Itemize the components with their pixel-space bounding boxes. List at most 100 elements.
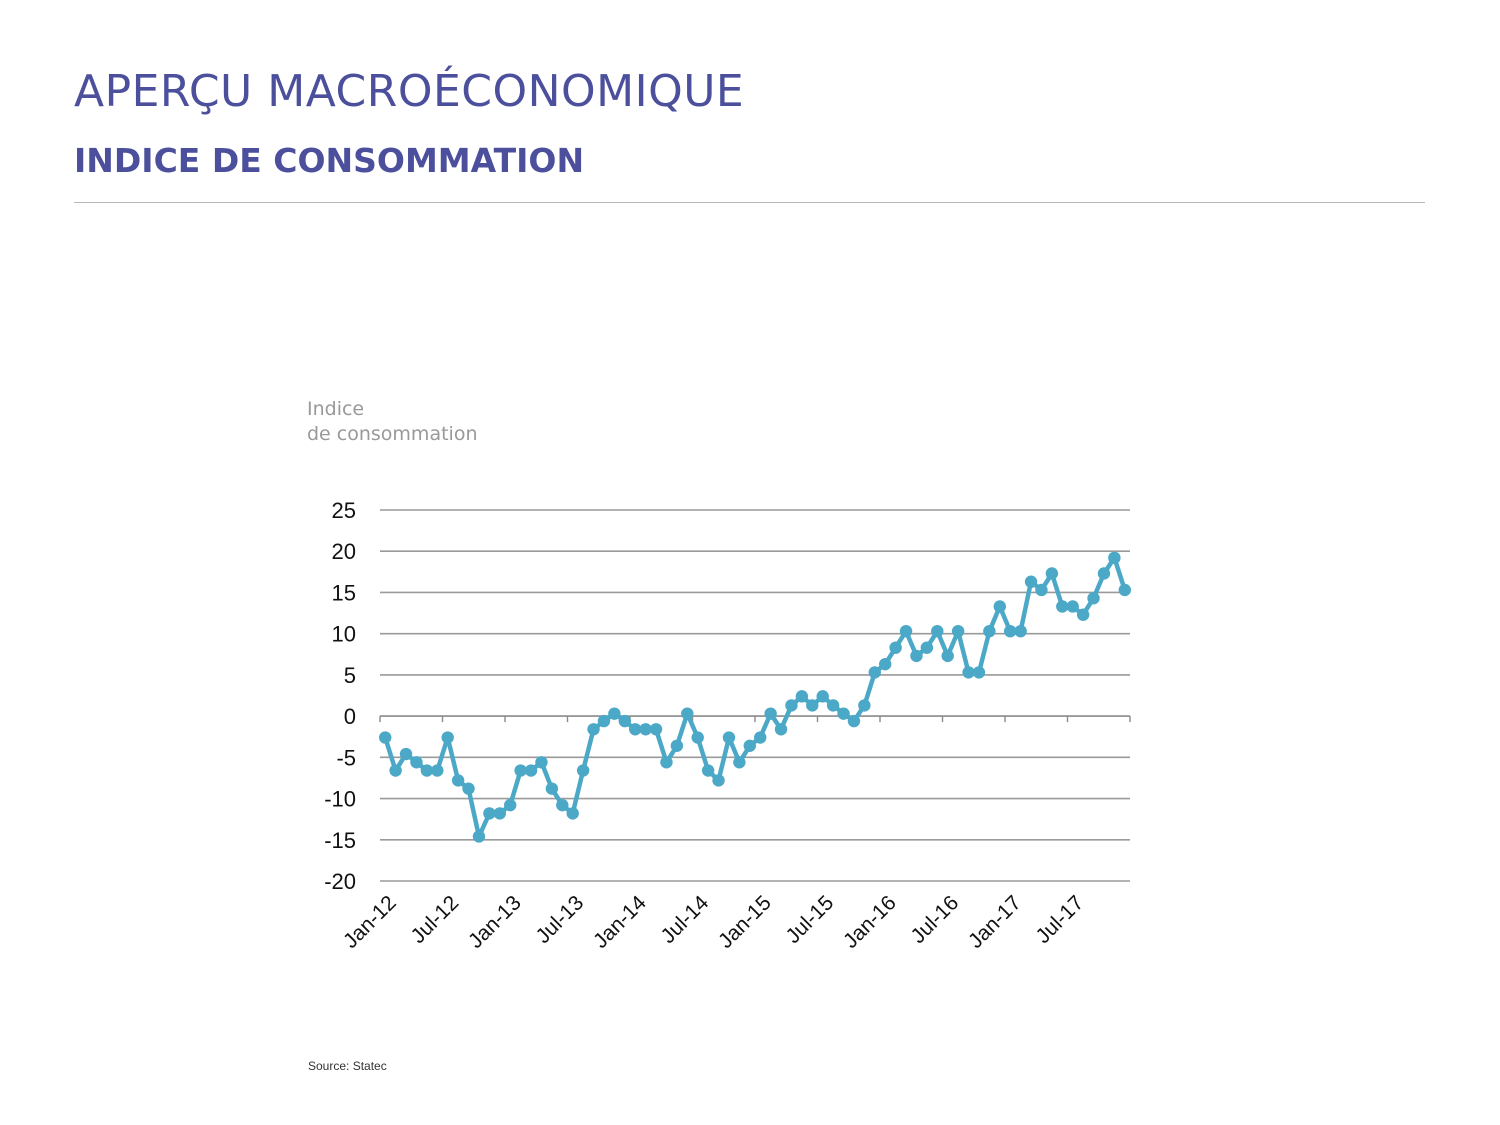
data-point [931, 624, 944, 638]
page-subtitle: INDICE DE CONSOMMATION [74, 141, 585, 180]
data-point [941, 649, 954, 663]
data-point [722, 731, 736, 744]
x-tick-label: Jan-13 [464, 891, 526, 953]
data-point [826, 699, 840, 712]
data-point [701, 764, 715, 777]
data-point [681, 707, 694, 720]
data-point [556, 798, 569, 812]
y-tick-label: -15 [324, 828, 356, 853]
data-point [868, 666, 881, 679]
data-point [1076, 608, 1090, 621]
x-tick-label: Jul-14 [657, 891, 714, 948]
data-point [691, 731, 704, 744]
data-point [535, 756, 548, 769]
data-point [806, 699, 819, 712]
page-title: APERÇU MACROÉCONOMIQUE [74, 66, 745, 117]
data-point [587, 723, 600, 736]
data-point [504, 798, 517, 812]
x-tick-label: Jan-14 [589, 891, 651, 953]
series-consumption-index [379, 551, 1131, 843]
data-point [566, 807, 579, 820]
data-point [514, 764, 527, 777]
data-point [743, 739, 756, 752]
data-point [754, 731, 767, 744]
data-point [431, 764, 444, 777]
y-axis-caption-line-2: de consommation [307, 423, 478, 445]
data-point [1024, 575, 1038, 588]
y-tick-label: 10 [332, 622, 356, 647]
data-point [389, 764, 402, 777]
data-point [420, 764, 434, 777]
data-point [1087, 592, 1100, 605]
header-divider [74, 202, 1425, 203]
data-point [451, 774, 465, 787]
data-point [608, 707, 621, 720]
x-tick-label: Jul-15 [782, 891, 839, 948]
data-point [483, 807, 496, 820]
x-tick-label: Jan-12 [339, 891, 401, 953]
data-point [524, 764, 538, 777]
data-point [1056, 600, 1069, 613]
y-tick-label: -5 [336, 745, 356, 770]
data-point [972, 666, 986, 679]
data-point [462, 782, 475, 795]
data-point [899, 624, 913, 638]
data-point [1097, 567, 1111, 580]
data-point [1118, 583, 1131, 597]
data-point [1045, 567, 1059, 580]
y-tick-label: 20 [332, 539, 356, 564]
data-point [660, 756, 673, 769]
data-point [993, 600, 1006, 613]
x-tick-label: Jul-13 [532, 891, 589, 948]
data-point [1035, 583, 1048, 597]
data-point [639, 723, 652, 736]
y-axis-caption: Indice de consommation [307, 397, 477, 447]
data-point [983, 624, 996, 638]
gridlines [380, 509, 1130, 882]
data-point [576, 764, 590, 777]
data-point [1014, 624, 1027, 638]
data-point [733, 756, 746, 769]
y-tick-label: 15 [332, 580, 356, 605]
x-axis [379, 715, 1131, 723]
data-point [920, 641, 934, 654]
x-tick-label: Jan-16 [839, 891, 901, 953]
data-point [951, 624, 965, 638]
x-tick-label: Jan-15 [714, 891, 776, 953]
x-tick-label: Jul-16 [907, 891, 964, 948]
data-point [472, 830, 486, 843]
y-axis-caption-line-1: Indice [307, 398, 365, 420]
y-tick-label: 25 [332, 498, 356, 523]
y-axis-tick-labels: 25 20 15 10 5 0 -5 -10 -15 -20 [324, 498, 356, 894]
y-tick-label: 0 [344, 704, 356, 729]
y-tick-label: 5 [344, 663, 356, 688]
data-point [618, 714, 631, 728]
data-point [712, 774, 725, 787]
data-point [1108, 551, 1121, 565]
data-point [1004, 624, 1017, 638]
data-point [545, 782, 559, 795]
data-point [670, 739, 684, 752]
data-point [629, 723, 642, 736]
data-point [785, 699, 798, 712]
x-tick-label: Jan-17 [964, 891, 1026, 953]
data-point [889, 641, 902, 654]
data-point [879, 657, 892, 671]
y-tick-label: -10 [324, 787, 356, 812]
data-point [774, 723, 788, 736]
x-tick-label: Jul-17 [1032, 891, 1089, 948]
data-point [493, 807, 506, 820]
data-point [441, 731, 454, 744]
data-point [649, 723, 663, 736]
data-point [858, 699, 871, 712]
data-point [410, 756, 423, 769]
data-point [399, 747, 413, 761]
x-tick-label: Jul-12 [407, 891, 464, 948]
x-axis-tick-labels: Jan-12 Jul-12 Jan-13 Jul-13 Jan-14 Jul-14 Jan-… [339, 891, 1088, 953]
source-note: Source: Statec [308, 1059, 387, 1073]
data-point [597, 714, 611, 728]
data-point [962, 666, 975, 679]
y-tick-label: -20 [324, 869, 356, 894]
data-point [379, 731, 392, 744]
